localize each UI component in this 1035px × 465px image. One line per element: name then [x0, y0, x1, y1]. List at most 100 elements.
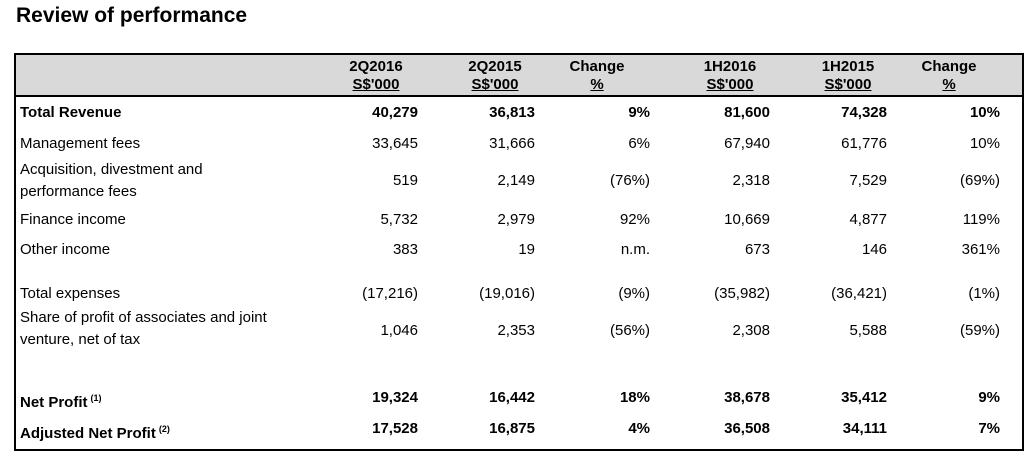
row-label: Acquisition, divestment and performance f…: [20, 159, 203, 203]
value-cell: (19,016): [479, 285, 535, 302]
value-cell: (76%): [609, 172, 650, 189]
header-label: 2Q2016: [349, 58, 403, 75]
value-cell: 1,046: [380, 322, 418, 339]
value-cell: 673: [744, 241, 770, 258]
header-label: 1H2015: [821, 58, 875, 75]
value-cell: (69%): [959, 172, 1000, 189]
value-cell: 5,588: [849, 322, 887, 339]
value-cell: 38,678: [724, 389, 770, 406]
value-cell: 6%: [628, 135, 650, 152]
value-cell: (9%): [618, 285, 650, 302]
value-cell: 33,645: [372, 135, 418, 152]
row-label-text: Acquisition, divestment and: [20, 161, 203, 178]
value-cell: 383: [392, 241, 418, 258]
value-cell: 146: [861, 241, 887, 258]
row-label: Share of profit of associates and joint v…: [20, 307, 267, 351]
row-label-text: Share of profit of associates and joint: [20, 309, 267, 326]
header-1h2015: 1H2015 S$'000: [802, 58, 894, 94]
value-cell: 19: [518, 241, 535, 258]
value-cell: 18%: [619, 389, 650, 406]
value-cell: 16,442: [489, 389, 535, 406]
row-label-text: Finance income: [20, 211, 126, 228]
row-label: Net Profit (1): [20, 387, 102, 414]
header-unit: %: [590, 76, 604, 93]
header-unit: S$'000: [706, 76, 754, 93]
value-cell: 61,776: [841, 135, 887, 152]
value-cell: (35,982): [714, 285, 770, 302]
value-cell: 10,669: [724, 211, 770, 228]
value-cell: 4%: [628, 420, 650, 437]
value-cell: 9%: [628, 104, 650, 121]
value-cell: 519: [392, 172, 418, 189]
table-row: Net Profit (1) 19,324 16,442 18% 38,678 35,412…: [16, 385, 1022, 411]
table-header: 2Q2016 S$'000 2Q2015 S$'000 Change % 1H2…: [16, 55, 1022, 97]
value-cell: 81,600: [724, 104, 770, 121]
value-cell: 361%: [961, 241, 1000, 258]
value-cell: n.m.: [620, 241, 650, 258]
value-cell: 2,318: [732, 172, 770, 189]
header-unit: %: [942, 76, 956, 93]
value-cell: 5,732: [380, 211, 418, 228]
header-label: Change: [921, 58, 977, 75]
value-cell: (36,421): [831, 285, 887, 302]
row-label: Adjusted Net Profit (2): [20, 418, 170, 445]
row-label-text: Total expenses: [20, 285, 121, 302]
value-cell: (59%): [959, 322, 1000, 339]
row-label-text: Adjusted Net Profit: [20, 425, 156, 442]
header-label: 1H2016: [703, 58, 757, 75]
page-title: Review of performance: [16, 4, 248, 27]
footnote-marker: (1): [90, 393, 102, 403]
value-cell: 2,149: [497, 172, 535, 189]
value-cell: 67,940: [724, 135, 770, 152]
header-change-quarter: Change %: [551, 58, 643, 94]
value-cell: 36,813: [489, 104, 535, 121]
row-label: Other income: [20, 239, 110, 261]
footnote-marker: (2): [158, 424, 170, 434]
table-row: Adjusted Net Profit (2) 17,528 16,875 4% 36,5…: [16, 416, 1022, 442]
header-unit: S$'000: [471, 76, 519, 93]
row-label-text: performance fees: [20, 183, 137, 200]
table-row: Finance income 5,732 2,979 92% 10,669 4,877 11…: [16, 207, 1022, 233]
table-row: Management fees 33,645 31,666 6% 67,940 61,77…: [16, 131, 1022, 157]
value-cell: 7%: [978, 420, 1000, 437]
value-cell: 36,508: [724, 420, 770, 437]
row-label: Finance income: [20, 209, 126, 231]
row-label: Management fees: [20, 133, 140, 155]
value-cell: 74,328: [841, 104, 887, 121]
row-label-text: Management fees: [20, 135, 141, 152]
row-label-text: Other income: [20, 241, 111, 258]
value-cell: 2,308: [732, 322, 770, 339]
value-cell: 19,324: [372, 389, 418, 406]
table-row: Share of profit of associates and joint v…: [16, 307, 1022, 355]
table-row: Total Revenue 40,279 36,813 9% 81,600 74,328 1…: [16, 100, 1022, 126]
value-cell: 2,353: [497, 322, 535, 339]
table-row: Acquisition, divestment and performance f…: [16, 159, 1022, 203]
header-1h2016: 1H2016 S$'000: [684, 58, 776, 94]
header-2q2016: 2Q2016 S$'000: [330, 58, 422, 94]
value-cell: 4,877: [849, 211, 887, 228]
row-label-text: Total Revenue: [20, 104, 122, 121]
value-cell: 10%: [969, 104, 1000, 121]
header-label: Change: [569, 58, 625, 75]
value-cell: 35,412: [841, 389, 887, 406]
value-cell: (17,216): [362, 285, 418, 302]
value-cell: (1%): [968, 285, 1000, 302]
value-cell: 31,666: [489, 135, 535, 152]
header-2q2015: 2Q2015 S$'000: [449, 58, 541, 94]
value-cell: 34,111: [842, 420, 887, 437]
header-unit: S$'000: [824, 76, 872, 93]
row-label: Total expenses: [20, 283, 120, 305]
row-label-text: Net Profit: [20, 394, 88, 411]
row-label: Total Revenue: [20, 102, 121, 124]
value-cell: 92%: [619, 211, 650, 228]
table-row: Other income 383 19 n.m. 673 146 361%: [16, 237, 1022, 263]
table-row: Total expenses (17,216) (19,016) (9%) (35,98…: [16, 281, 1022, 307]
value-cell: 16,875: [489, 420, 535, 437]
value-cell: 17,528: [372, 420, 418, 437]
value-cell: 10%: [969, 135, 1000, 152]
value-cell: 40,279: [372, 104, 418, 121]
header-change-halfyear: Change %: [903, 58, 995, 94]
row-label-text: venture, net of tax: [20, 331, 141, 348]
value-cell: 2,979: [497, 211, 535, 228]
value-cell: 119%: [962, 211, 1000, 228]
